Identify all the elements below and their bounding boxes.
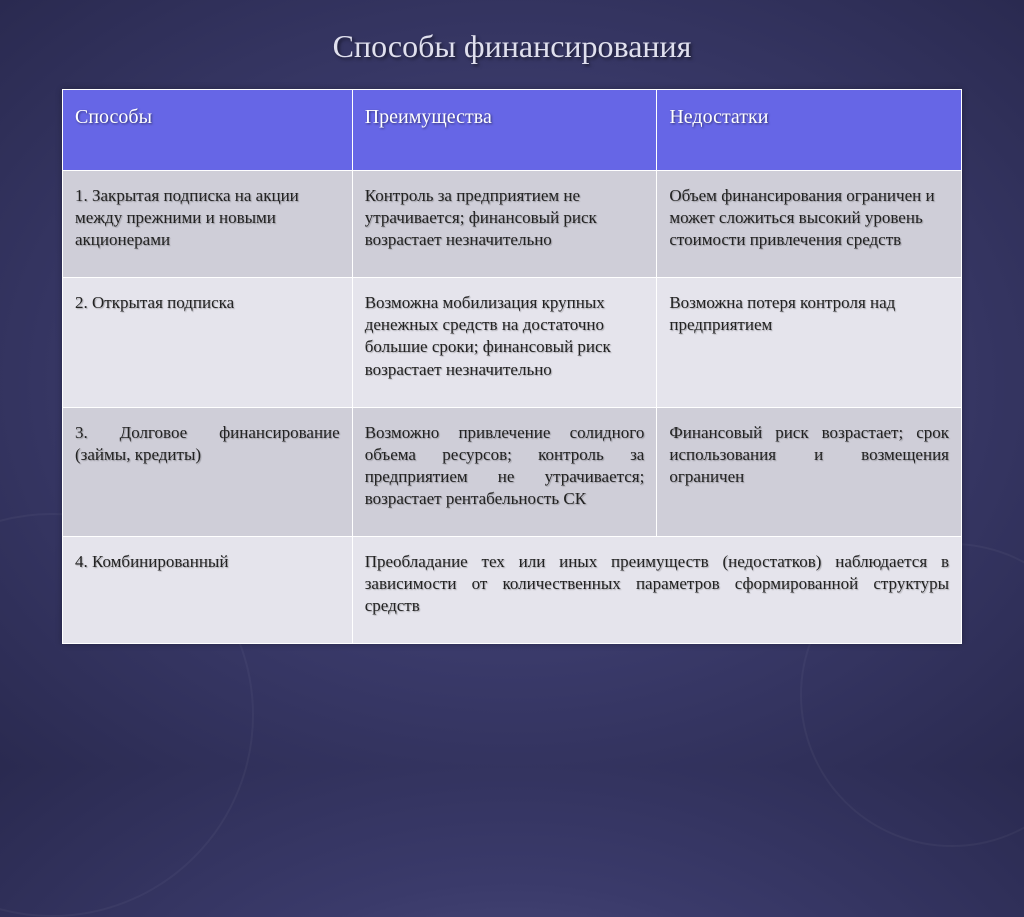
cell-advantages: Возможна мобилизация крупных денежных ср…	[352, 278, 657, 407]
cell-method: 2. Открытая подписка	[63, 278, 353, 407]
page-title: Способы финансирования	[0, 0, 1024, 89]
table-row: 2. Открытая подписка Возможна мобилизаци…	[63, 278, 962, 407]
cell-method: 1. Закрытая подписка на акции между преж…	[63, 171, 353, 278]
col-header-disadvantages: Недостатки	[657, 90, 962, 171]
cell-method: 3. Долговое финансирование (займы, креди…	[63, 407, 353, 536]
cell-disadvantages: Финансовый риск возрастает; срок использ…	[657, 407, 962, 536]
cell-disadvantages: Объем финансирования ограничен и может с…	[657, 171, 962, 278]
financing-table: Способы Преимущества Недостатки 1. Закры…	[62, 89, 962, 644]
table-row: 1. Закрытая подписка на акции между преж…	[63, 171, 962, 278]
col-header-advantages: Преимущества	[352, 90, 657, 171]
cell-disadvantages: Возможна потеря контроля над предприятие…	[657, 278, 962, 407]
cell-advantages: Возможно привлечение солидного объема ре…	[352, 407, 657, 536]
table-row: 3. Долговое финансирование (займы, креди…	[63, 407, 962, 536]
col-header-method: Способы	[63, 90, 353, 171]
table-row: 4. Комбинированный Преобладание тех или …	[63, 537, 962, 644]
cell-method: 4. Комбинированный	[63, 537, 353, 644]
cell-advantages: Контроль за предприятием не утрачивается…	[352, 171, 657, 278]
cell-combined: Преобладание тех или иных преимуществ (н…	[352, 537, 961, 644]
table-header-row: Способы Преимущества Недостатки	[63, 90, 962, 171]
